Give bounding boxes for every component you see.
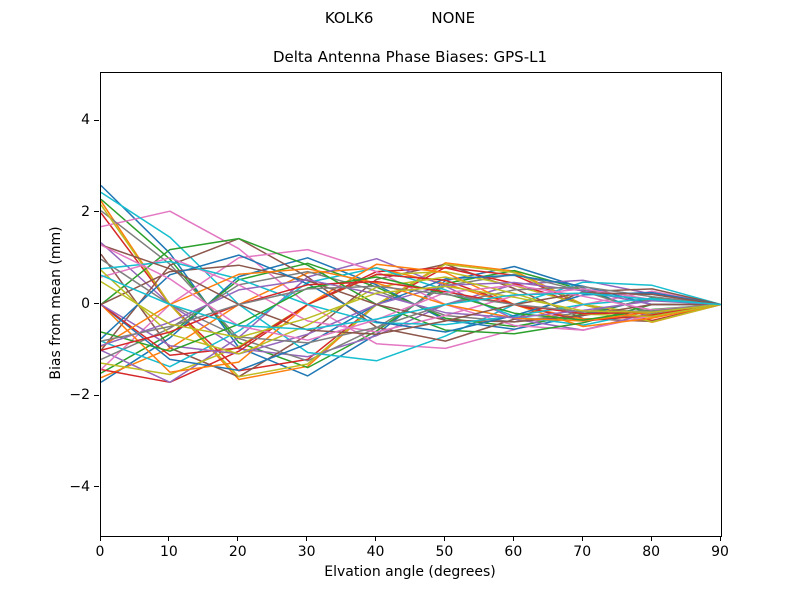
x-tick-mark <box>581 536 583 541</box>
figure-suptitle: KOLK6 NONE <box>0 9 800 27</box>
x-tick-mark <box>237 536 239 541</box>
series-line-35 <box>101 279 721 347</box>
series-line-34 <box>101 280 721 352</box>
series-line-37 <box>101 244 721 341</box>
suptitle-mode: NONE <box>431 9 476 27</box>
series-line-33 <box>101 276 721 352</box>
series-line-28 <box>101 258 721 344</box>
line-plot-canvas <box>101 184 721 384</box>
suptitle-station: KOLK6 <box>324 9 374 27</box>
x-tick-label: 30 <box>297 544 316 560</box>
y-tick-mark <box>94 394 99 396</box>
series-line-22 <box>101 263 721 373</box>
series-line-16 <box>101 237 721 351</box>
y-tick-label: 0 <box>81 295 90 312</box>
series-line-30 <box>101 260 721 326</box>
x-tick-label: 90 <box>711 544 729 560</box>
y-tick-mark <box>94 211 99 213</box>
series-line-32 <box>101 268 721 348</box>
x-tick-label: 40 <box>366 544 385 560</box>
y-tick-label: −2 <box>69 387 90 403</box>
series-line-25 <box>101 281 721 355</box>
x-tick-mark <box>168 536 170 541</box>
x-axis-label: Elvation angle (degrees) <box>324 564 496 580</box>
y-tick-label: 2 <box>81 203 90 220</box>
y-tick-mark <box>94 486 99 487</box>
x-tick-mark <box>719 536 721 541</box>
x-tick-label: 60 <box>504 544 523 560</box>
series-line-21 <box>101 274 721 372</box>
x-tick-mark <box>375 536 377 541</box>
chart-title: Delta Antenna Phase Biases: GPS-L1 <box>272 48 548 66</box>
x-tick-label: 80 <box>642 544 661 560</box>
series-line-40 <box>101 274 721 330</box>
series-line-24 <box>101 273 721 357</box>
x-tick-label: 0 <box>95 544 105 560</box>
x-tick-mark <box>443 536 445 541</box>
y-tick-label: 4 <box>81 112 90 129</box>
x-tick-mark <box>650 536 652 541</box>
series-line-39 <box>101 280 721 339</box>
x-tick-mark <box>306 536 308 541</box>
series-line-36 <box>101 244 721 335</box>
x-tick-label: 50 <box>435 544 454 560</box>
y-tick-mark <box>94 119 99 121</box>
x-tick-mark <box>512 536 514 541</box>
y-tick-mark <box>94 303 99 304</box>
x-tick-mark <box>99 536 101 541</box>
plot-area <box>100 72 722 537</box>
x-tick-label: 10 <box>159 544 178 560</box>
x-tick-label: 20 <box>228 544 247 560</box>
x-tick-label: 70 <box>573 544 592 560</box>
y-tick-label: −4 <box>69 478 90 495</box>
